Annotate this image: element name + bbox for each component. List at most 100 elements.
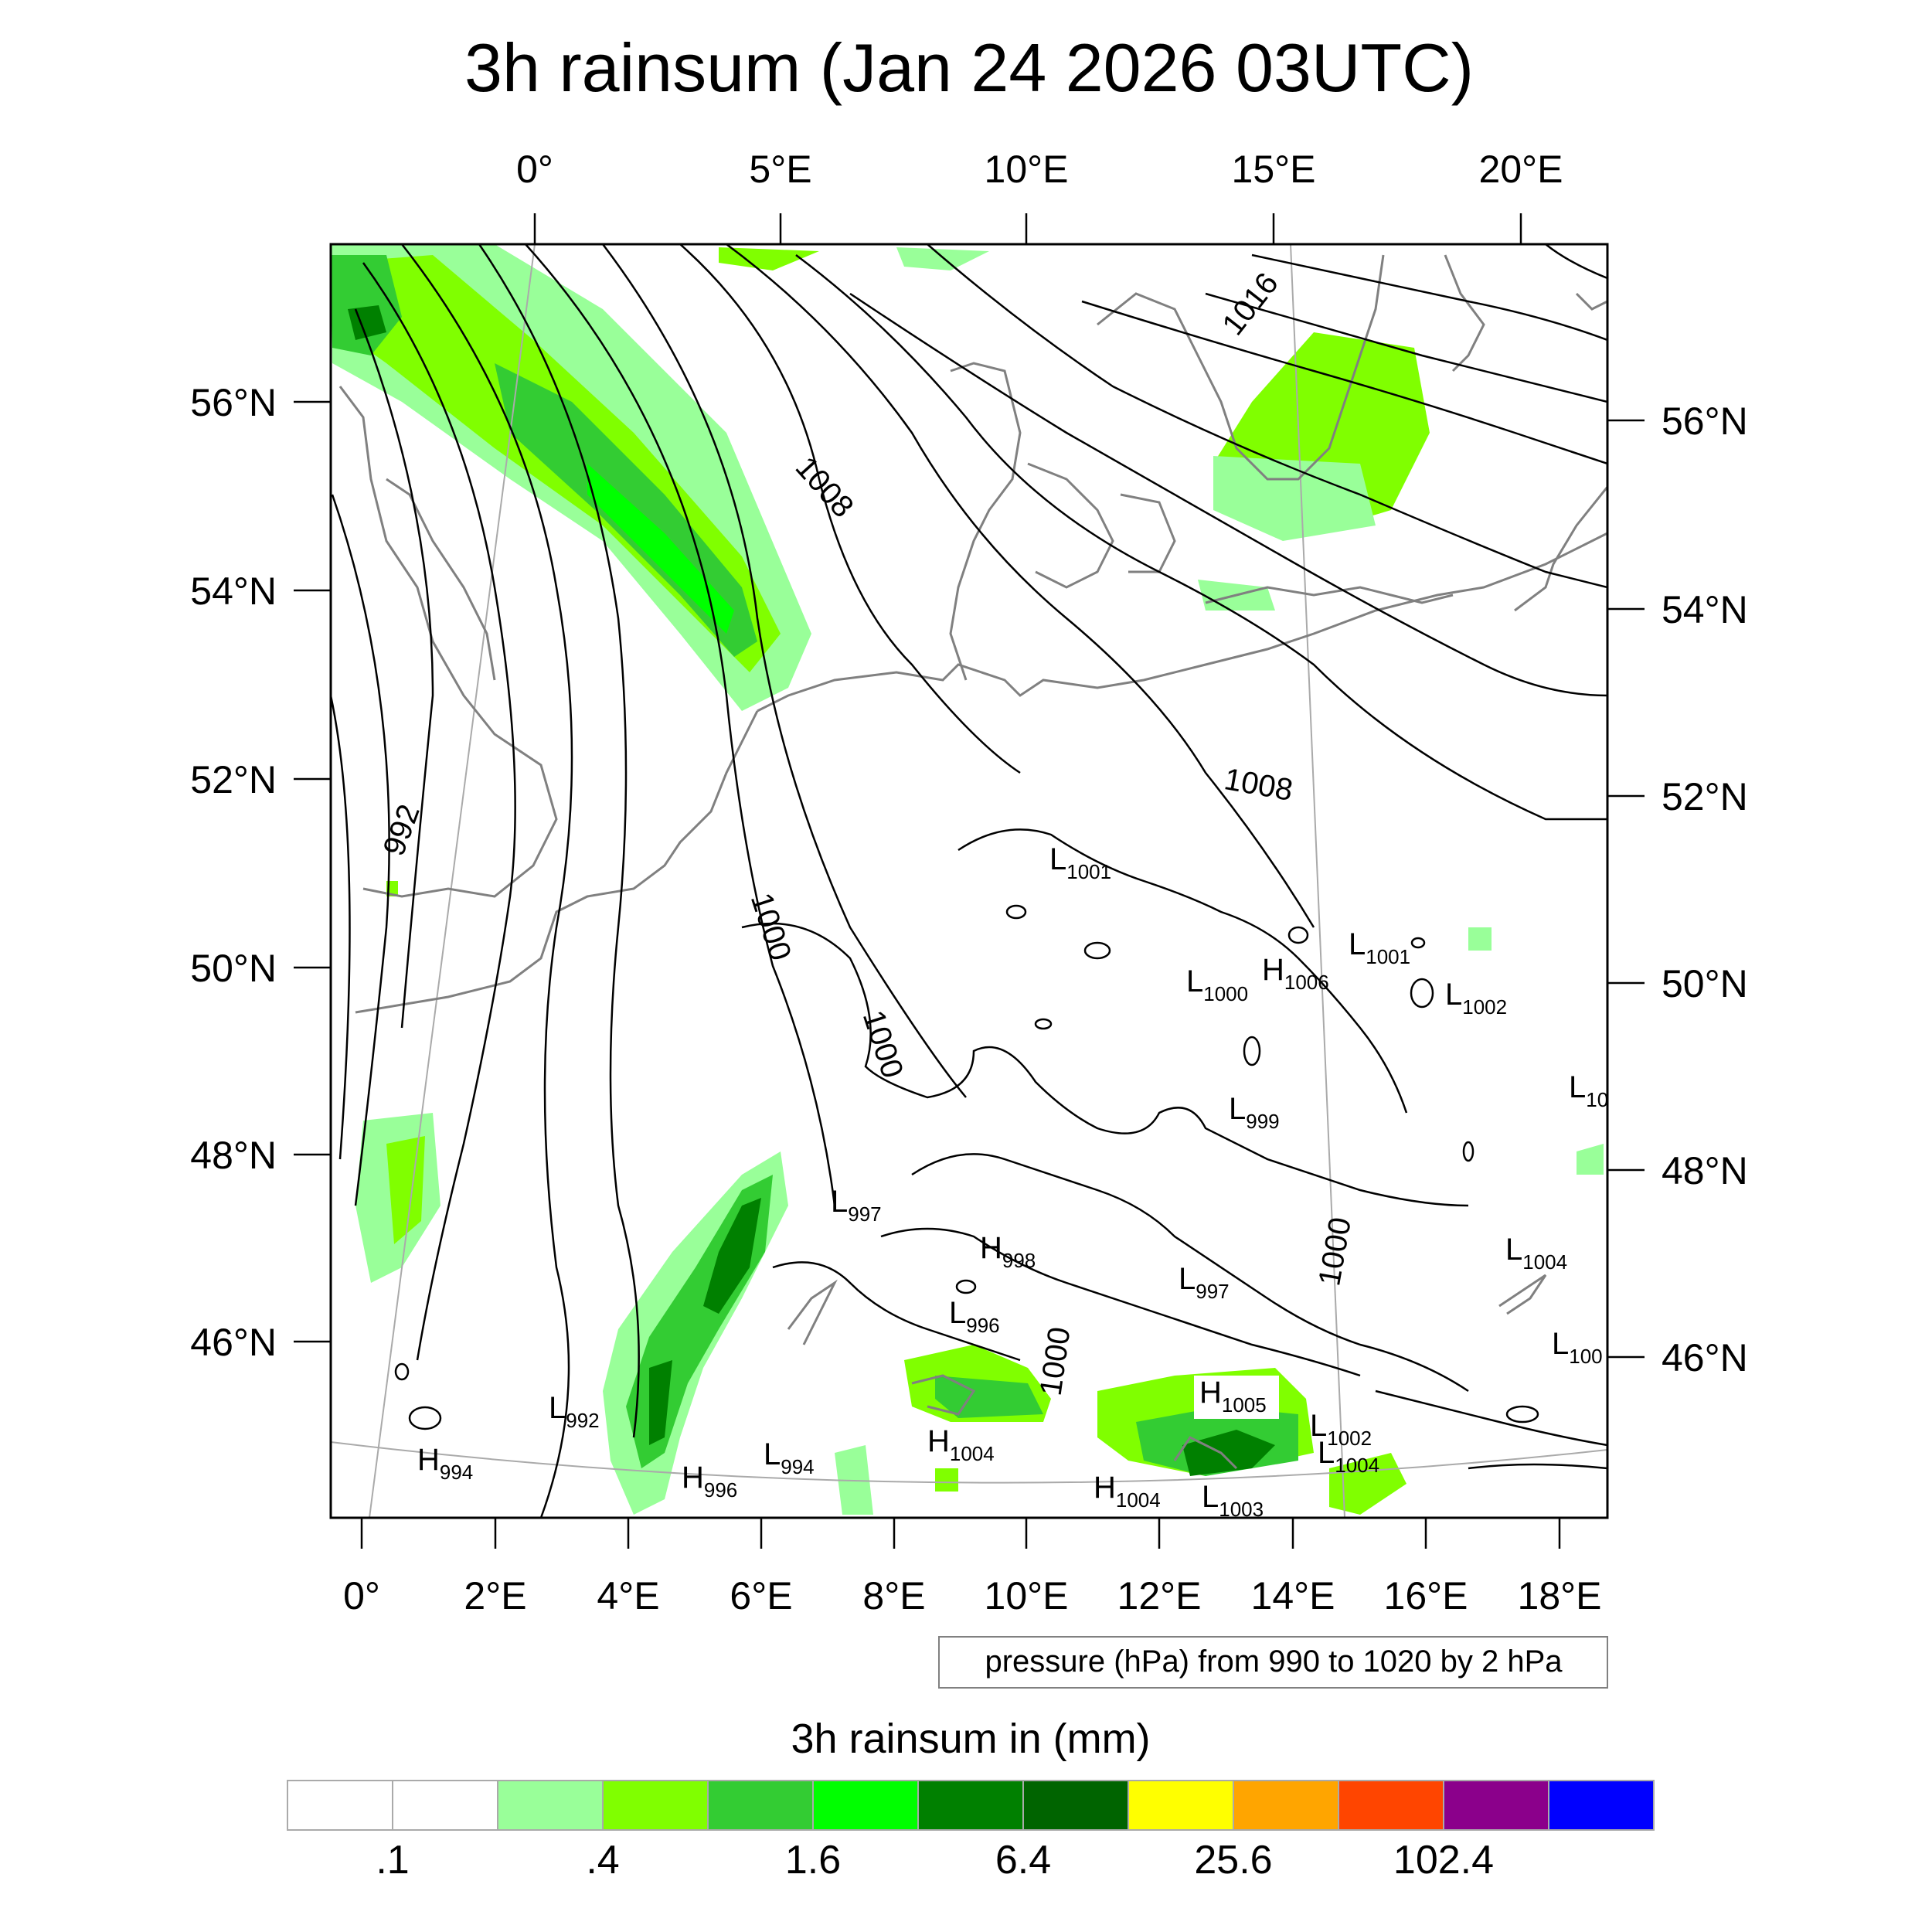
left-lat-label: 50°N [190,947,277,990]
colorbar-swatch [602,1780,709,1831]
top-lon-label: 20°E [1479,148,1563,191]
right-lat-label: 52°N [1662,775,1748,818]
rain-east-small [1468,927,1492,951]
isobar [401,244,573,1518]
isobar [741,922,1469,1207]
left-lat-label: 56°N [190,381,277,424]
colorbar-swatch [1548,1780,1655,1831]
colorbar-swatch [917,1780,1024,1831]
pressure-center: H996 [682,1461,737,1502]
rain-sweden-south-light [1213,456,1376,541]
isobar-closed [1410,937,1426,949]
bottom-lon-label: 8°E [862,1574,925,1617]
isobar-closed [408,1406,442,1430]
colorbar-swatch [1128,1780,1234,1831]
top-lon-label: 10°E [985,148,1069,191]
left-lat-label: 48°N [190,1134,277,1177]
top-lon-label: 5°E [749,148,811,191]
isobar [726,244,1315,928]
left-lat-label: 46°N [190,1321,277,1364]
isobar [362,262,516,1361]
bottom-lon-label: 14°E [1251,1574,1335,1617]
left-lat-label: 52°N [190,758,277,801]
graticule [331,244,1607,1518]
bottom-lon-label: 18°E [1518,1574,1602,1617]
colorbar-swatch [497,1780,604,1831]
pressure-center: L997 [1179,1262,1230,1303]
bottom-longitude-axis [360,1518,1561,1549]
right-latitude-axis [1607,419,1645,1359]
colorbar-tick-label: .1 [376,1838,409,1883]
isobar-closed [1034,1018,1053,1030]
isobar-closed [1005,904,1027,920]
colorbar [287,1780,1655,1831]
pressure-centers: L1001 L1001 L1000 H1006 L1002 L999 L10 L… [417,842,1607,1518]
right-lat-label: 46°N [1662,1336,1748,1379]
pressure-center: H1005 [1199,1376,1267,1417]
colorbar-tick-label: .4 [586,1838,619,1883]
colorbar-swatch [707,1780,814,1831]
isobar [1205,292,1607,403]
isobar [772,1261,1021,1362]
isobar [911,1153,1469,1393]
pressure-center: L100 [1552,1327,1603,1368]
isobar [602,244,967,1098]
isobar [1545,244,1607,280]
rain-alps-band-dark-2 [649,1360,672,1445]
isobar [1251,253,1607,342]
left-latitude-axis [294,400,331,1343]
colorbar-swatch [812,1780,919,1831]
isobar [849,292,1607,697]
isobar-closed [1505,1405,1539,1423]
rain-alps-band-dark [703,1198,761,1314]
pressure-note-text: pressure (hPa) from 990 to 1020 by 2 hPa [985,1645,1563,1679]
isobar [354,308,434,1029]
pressure-center: L1004 [1505,1233,1567,1274]
colorbar-tick-label: 25.6 [1194,1838,1272,1883]
colorbar-title: 3h rainsum in (mm) [791,1716,1150,1762]
isobars [331,244,1607,1518]
right-lat-label: 56°N [1662,400,1748,443]
rain-small-south-2 [935,1468,958,1492]
rain-band-north-sea-bright [587,464,734,634]
isobar [525,244,836,1206]
isobar-closed [1287,926,1309,944]
rain-slovenia [1329,1453,1406,1515]
pressure-center: L1002 [1310,1409,1372,1450]
pressure-center: L996 [949,1296,1000,1337]
isobar [331,494,390,1206]
bottom-lon-label: 6°E [730,1574,792,1617]
right-lat-label: 54°N [1662,588,1748,631]
rain-east-edge [1577,1144,1604,1175]
isobar-closed [1083,941,1111,960]
rain-streak-top-1 [719,247,819,270]
pressure-center: L1000 [1186,964,1248,1005]
rain-dolomites-dark [1182,1430,1275,1476]
colorbar-swatch [1338,1780,1444,1831]
colorbar-swatch [1443,1780,1549,1831]
bottom-lon-label: 10°E [985,1574,1069,1617]
pressure-center: H998 [980,1231,1036,1272]
isobar [957,828,1408,1114]
isobar [331,695,351,1160]
top-lon-label: 0° [516,148,553,191]
pressure-center: L992 [549,1391,600,1432]
pressure-center: H994 [417,1443,473,1484]
left-lat-label: 54°N [190,570,277,613]
colorbar-swatch [287,1780,393,1831]
map-area: 1016 1008 1008 992 1000 1000 1000 1000 L… [331,244,1607,1518]
isobar-closed [1462,1141,1475,1162]
isobar-closed [1243,1036,1261,1066]
map-title: 3h rainsum (Jan 24 2026 03UTC) [464,29,1474,106]
coastlines [338,254,1607,1470]
isobar [1081,300,1607,465]
isobar-closed [955,1279,977,1294]
right-lat-label: 48°N [1662,1149,1748,1192]
pressure-note: pressure (hPa) from 990 to 1020 by 2 hPa [938,1636,1608,1689]
right-lat-label: 50°N [1662,962,1748,1005]
isobar [478,244,640,1438]
colorbar-swatch [1233,1780,1339,1831]
pressure-center: L1001 [1349,927,1410,968]
isobar-closed [1410,978,1434,1009]
